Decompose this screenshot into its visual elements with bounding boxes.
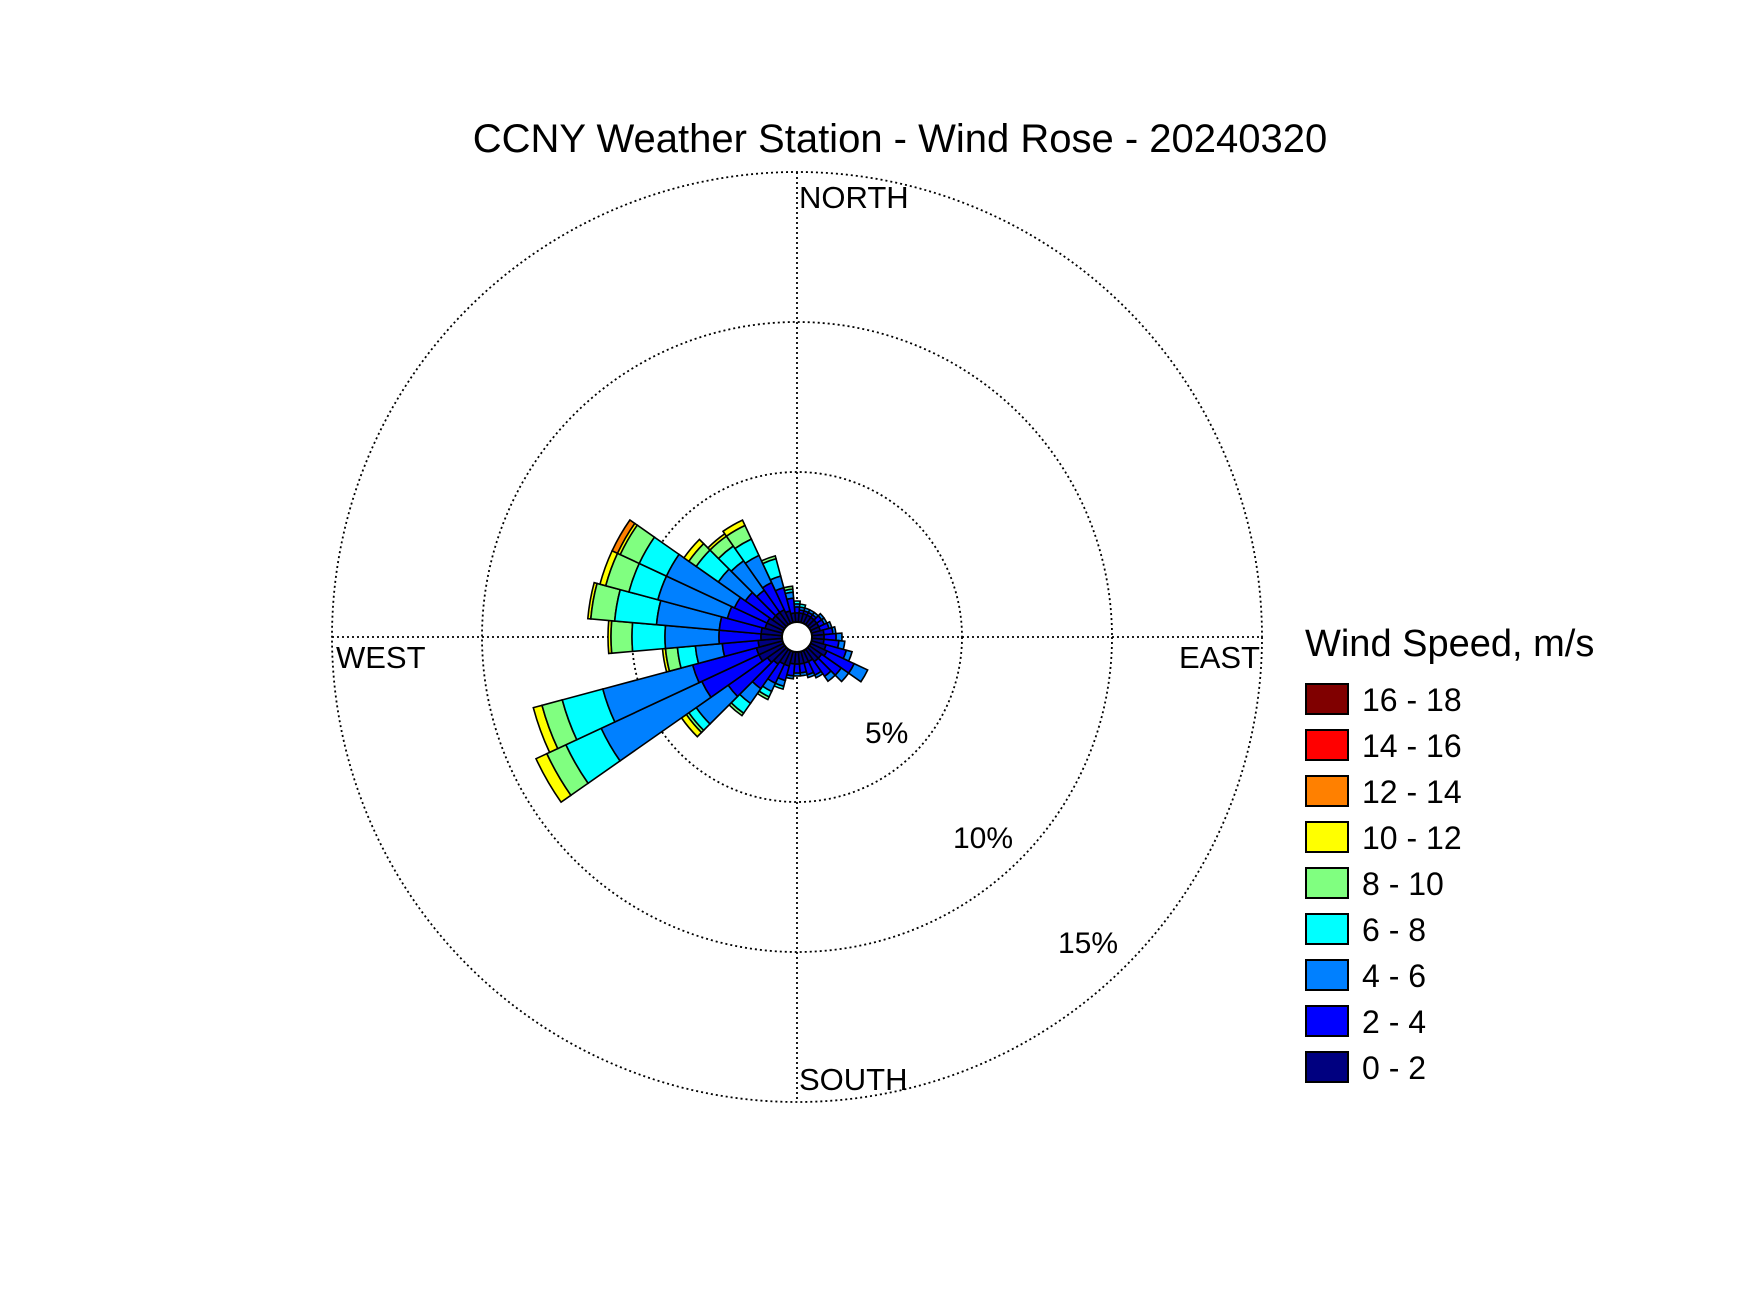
legend-label-0-2: 0 - 2 [1362,1050,1426,1086]
legend-swatch-16-18 [1305,683,1349,715]
sector-270-bin-6-8 [631,621,667,653]
wind-rose-sectors [532,518,869,804]
legend-title: Wind Speed, m/s [1305,623,1594,665]
ring-label-15: 15% [1058,927,1118,960]
legend-swatch-8-10 [1305,867,1349,899]
legend-swatch-4-6 [1305,959,1349,991]
legend-swatch-14-16 [1305,729,1349,761]
legend-label-4-6: 4 - 6 [1362,958,1426,994]
legend-label-14-16: 14 - 16 [1362,728,1462,764]
legend-label-10-12: 10 - 12 [1362,820,1462,856]
chart-title: CCNY Weather Station - Wind Rose - 20240… [473,117,1328,161]
legend-swatch-0-2 [1305,1051,1349,1083]
south-label: SOUTH [799,1062,908,1097]
legend-label-6-8: 6 - 8 [1362,912,1426,948]
ring-label-10: 10% [953,822,1013,855]
legend: 16 - 18 14 - 16 12 - 14 10 - 12 8 - 10 6 - 8 4… [1305,682,1462,1086]
center-hole [781,621,813,653]
east-label: EAST [1179,640,1260,675]
west-label: WEST [336,640,426,675]
legend-swatch-12-14 [1305,775,1349,807]
legend-label-8-10: 8 - 10 [1362,866,1444,902]
north-label: NORTH [799,180,909,215]
legend-swatch-10-12 [1305,821,1349,853]
legend-label-12-14: 12 - 14 [1362,774,1462,810]
ring-label-5: 5% [865,717,908,750]
sector-270-bin-8-10 [610,619,634,655]
legend-label-2-4: 2 - 4 [1362,1004,1426,1040]
legend-swatch-6-8 [1305,913,1349,945]
legend-label-16-18: 16 - 18 [1362,682,1462,718]
legend-swatch-2-4 [1305,1005,1349,1037]
